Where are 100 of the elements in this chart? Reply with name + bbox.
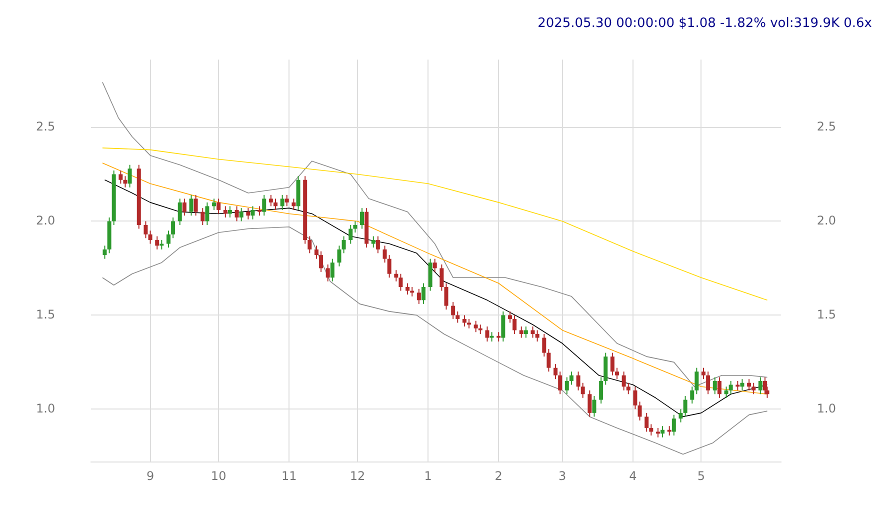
candlestick [228,206,232,218]
candlestick [353,220,358,234]
candlestick [599,376,604,404]
candlestick [592,396,596,418]
candlestick [262,194,266,216]
candlestick [672,414,676,436]
candlestick [535,330,540,342]
candlestick [512,314,517,334]
y-tick-label: 2.0 [36,213,56,228]
candlestick [490,332,494,342]
candlestick [644,412,649,432]
candlestick [456,310,460,324]
candlestick [421,282,426,304]
candlestick [337,245,342,267]
candlestick [273,198,278,210]
candlestick [440,264,444,292]
candlestick [223,206,228,218]
candlestick [649,424,654,436]
candlestick [128,164,132,188]
y-tick-label: 1.0 [36,401,56,416]
candlestick [508,310,512,324]
candlestick [569,371,574,386]
candlestick [268,194,273,207]
candlestick [758,376,762,395]
candlestick [638,401,642,421]
candlestick [123,176,128,188]
candlestick [200,208,205,226]
candlestick [398,273,403,292]
candlestick [371,236,376,248]
candlestick [284,194,289,207]
candlestick [246,208,250,220]
candlestick [610,352,614,376]
y-tick-label: 1.5 [36,307,56,322]
candlestick [194,194,198,216]
candlestick [330,258,334,282]
candlestick [614,367,619,380]
candlestick [519,326,524,338]
candlestick [622,371,626,391]
candlestick [182,198,186,216]
candlestick [239,208,244,222]
candlestick [736,380,740,391]
candlestick [144,220,148,239]
candlestick [212,198,216,210]
candlestick [554,364,558,380]
candlestick [394,270,398,282]
candlestick [314,245,318,260]
candlestick [216,198,221,214]
candlestick [524,326,528,338]
candlestick [724,386,728,398]
x-tick-label: 1 [424,469,432,484]
candlestick [348,224,353,244]
candlestick [451,302,456,320]
y2-tick-label: 1.5 [816,307,836,322]
candlestick [546,348,551,372]
candlestick [530,326,535,338]
candlestick [706,371,710,395]
candlestick [342,236,346,254]
candlestick [432,258,437,272]
candlestick [694,367,699,395]
candlestick [376,236,380,254]
candlestick [462,314,466,327]
x-tick-label: 12 [350,469,366,484]
x-tick-label: 4 [629,469,637,484]
candlestick [485,326,490,342]
candlestick [155,236,160,250]
x-tick-label: 2 [494,469,502,484]
x-tick-label: 3 [558,469,566,484]
candlestick [501,310,506,342]
candlestick [258,206,262,216]
x-tick-label: 11 [282,469,297,484]
candlestick [712,376,717,395]
candlestick [626,382,630,395]
candlestick [382,245,387,264]
candlestick [308,236,312,254]
candlestick [717,376,722,398]
candlestick [280,194,284,210]
candlestick [189,194,194,216]
y-tick-label: 2.5 [36,119,56,134]
x-tick-label: 10 [210,469,226,484]
y2-tick-label: 2.0 [816,213,836,228]
chart-title: 2025.05.30 00:00:00 $1.08 -1.82% vol:319.9K 0.6x [538,16,872,32]
candlestick [740,378,744,391]
candlestick [102,245,107,260]
candlestick [474,320,478,333]
candlestick [542,334,546,358]
candlestick [166,230,170,248]
candlestick [588,390,592,418]
candlestick [747,378,752,391]
candlestick [171,216,176,239]
candlestick [702,367,706,380]
candlestick [178,198,182,226]
candlestick [326,264,330,282]
candlestick [467,318,472,329]
x-tick-label: 9 [146,469,154,484]
candlestick [690,386,694,404]
candlestick [416,288,421,304]
candlestick [444,282,448,310]
candlestick [580,382,585,398]
candlestick [360,208,364,230]
candlestick [678,408,683,423]
